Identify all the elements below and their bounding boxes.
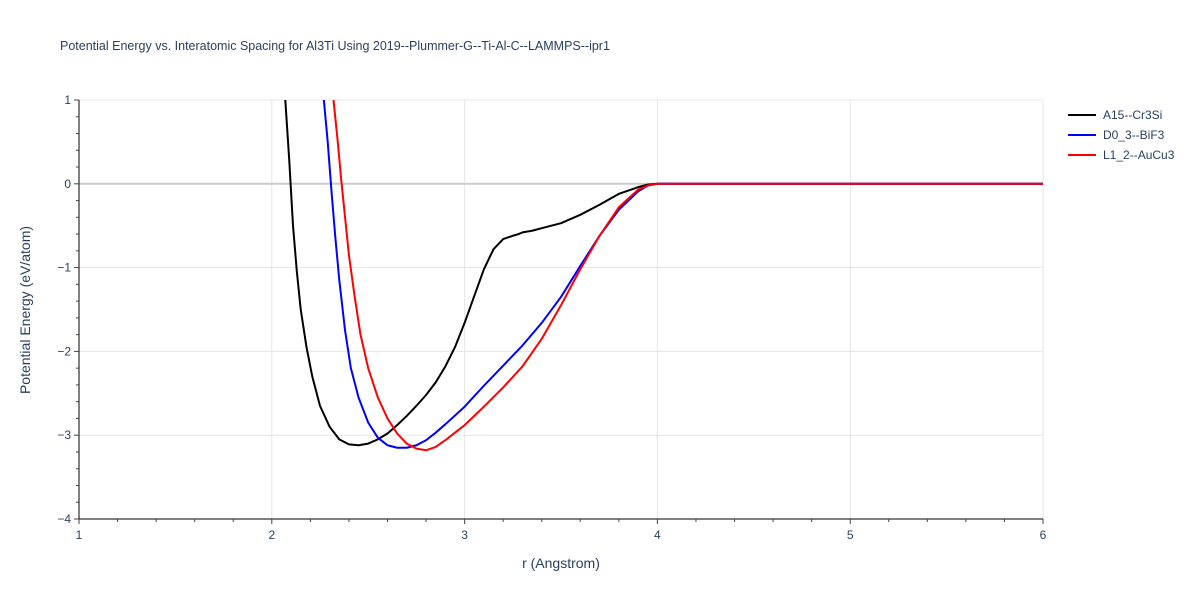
legend-label[interactable]: L1_2--AuCu3: [1103, 148, 1175, 162]
series-layer: [284, 100, 1043, 452]
legend[interactable]: A15--Cr3Si D0_3--BiF3 L1_2--AuCu3: [1068, 108, 1175, 162]
y-tick-label: −2: [57, 344, 71, 358]
y-tick-label: −3: [57, 428, 71, 442]
y-tick-label: 0: [64, 177, 71, 191]
series-line-3: [332, 100, 1043, 452]
x-tick-label: 6: [1040, 528, 1047, 542]
chart-title: Potential Energy vs. Interatomic Spacing…: [60, 39, 610, 53]
y-axis-title: Potential Energy (eV/atom): [17, 226, 33, 394]
legend-item-1[interactable]: A15--Cr3Si: [1068, 108, 1162, 122]
series-line-2: [322, 100, 1043, 449]
legend-label[interactable]: A15--Cr3Si: [1103, 108, 1162, 122]
x-axis-title: r (Angstrom): [522, 555, 600, 571]
grid-layer: [79, 99, 1044, 519]
y-tick-label: 1: [64, 93, 71, 107]
series-line-1: [284, 100, 1043, 447]
legend-item-3[interactable]: L1_2--AuCu3: [1068, 148, 1175, 162]
y-tick-label: −1: [57, 261, 71, 275]
x-tick-label: 1: [76, 528, 83, 542]
axis-layer: 1 2 3 4 5 6 −4 −3 −2 −1 0 1: [57, 93, 1046, 542]
y-tick-label: −4: [57, 512, 71, 526]
legend-label[interactable]: D0_3--BiF3: [1103, 128, 1165, 142]
x-tick-label: 3: [461, 528, 468, 542]
x-tick-label: 2: [268, 528, 275, 542]
x-tick-label: 4: [654, 528, 661, 542]
legend-item-2[interactable]: D0_3--BiF3: [1068, 128, 1165, 142]
x-tick-label: 5: [847, 528, 854, 542]
